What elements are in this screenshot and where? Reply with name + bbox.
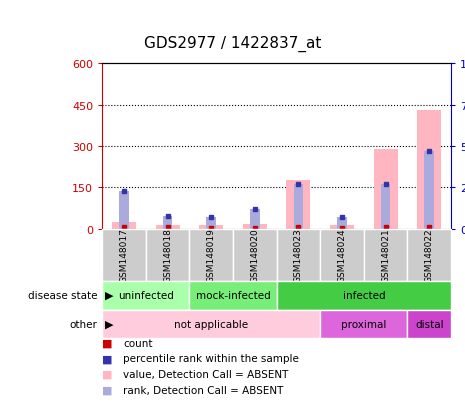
Bar: [206, 218, 216, 229]
Bar: [407, 229, 451, 281]
Bar: [381, 185, 391, 229]
Bar: [233, 229, 277, 281]
Text: GSM148019: GSM148019: [207, 228, 216, 282]
Bar: [250, 209, 259, 229]
Bar: [199, 226, 223, 229]
Text: ■: ■: [102, 338, 113, 348]
Bar: [425, 152, 434, 229]
Text: percentile rank within the sample: percentile rank within the sample: [123, 354, 299, 363]
Bar: [120, 191, 129, 229]
Text: ■: ■: [102, 354, 113, 363]
Bar: [102, 281, 189, 310]
Text: GSM148018: GSM148018: [163, 228, 172, 282]
Text: count: count: [123, 338, 153, 348]
Text: ▶: ▶: [105, 319, 113, 329]
Bar: [417, 111, 441, 229]
Text: GSM148020: GSM148020: [250, 228, 259, 282]
Text: GSM148023: GSM148023: [294, 228, 303, 282]
Bar: [277, 281, 451, 310]
Text: other: other: [70, 319, 98, 329]
Bar: [146, 229, 189, 281]
Text: ■: ■: [102, 385, 113, 395]
Text: disease state: disease state: [28, 290, 98, 300]
Bar: [156, 226, 179, 229]
Bar: [286, 181, 311, 229]
Text: ■: ■: [102, 369, 113, 379]
Text: GSM148022: GSM148022: [425, 228, 434, 282]
Bar: [189, 281, 277, 310]
Bar: [320, 229, 364, 281]
Bar: [163, 216, 173, 229]
Text: uninfected: uninfected: [118, 290, 174, 300]
Bar: [294, 185, 303, 229]
Bar: [337, 218, 347, 229]
Bar: [374, 150, 398, 229]
Text: value, Detection Call = ABSENT: value, Detection Call = ABSENT: [123, 369, 289, 379]
Text: GDS2977 / 1422837_at: GDS2977 / 1422837_at: [144, 36, 321, 52]
Bar: [112, 222, 136, 229]
Text: infected: infected: [343, 290, 385, 300]
Text: rank, Detection Call = ABSENT: rank, Detection Call = ABSENT: [123, 385, 284, 395]
Bar: [189, 229, 233, 281]
Text: mock-infected: mock-infected: [196, 290, 271, 300]
Bar: [102, 310, 320, 339]
Bar: [243, 225, 267, 229]
Bar: [364, 229, 407, 281]
Text: not applicable: not applicable: [174, 319, 248, 329]
Bar: [330, 226, 354, 229]
Text: GSM148017: GSM148017: [120, 228, 129, 282]
Text: GSM148021: GSM148021: [381, 228, 390, 282]
Text: proximal: proximal: [341, 319, 386, 329]
Bar: [277, 229, 320, 281]
Text: distal: distal: [415, 319, 444, 329]
Bar: [102, 229, 146, 281]
Text: GSM148024: GSM148024: [338, 228, 346, 282]
Bar: [407, 310, 451, 339]
Bar: [320, 310, 407, 339]
Text: ▶: ▶: [105, 290, 113, 300]
